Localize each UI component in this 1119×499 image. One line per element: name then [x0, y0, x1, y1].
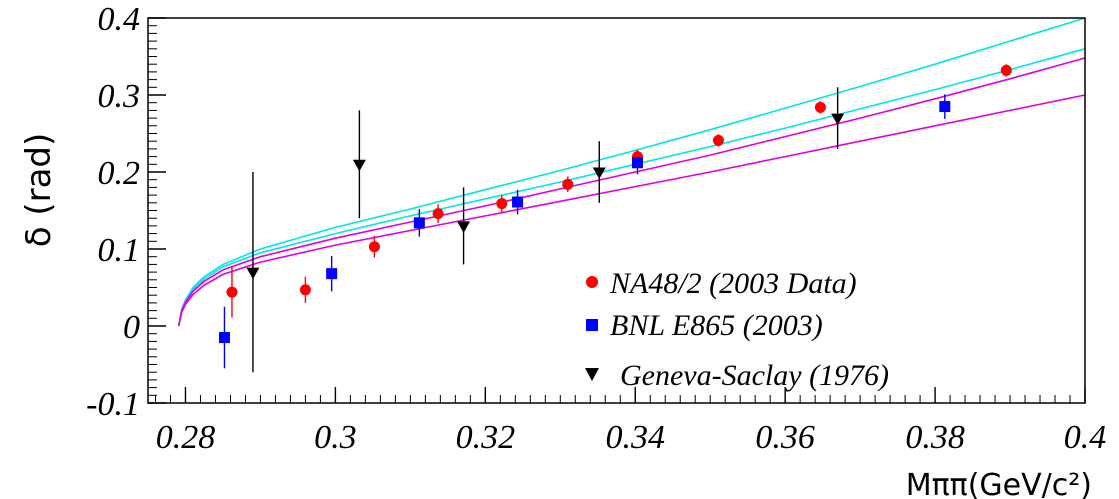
data-points: [218, 64, 1012, 344]
y-tick-label-2: 0.1: [98, 232, 141, 269]
plot-border: [147, 17, 1086, 404]
point-na48-8: [814, 101, 826, 113]
legend-marker-geneva: [585, 368, 599, 381]
legend: NA48/2 (2003 Data) BNL E865 (2003) Genev…: [585, 267, 889, 392]
point-bnl-3: [512, 196, 524, 208]
point-na48-7: [712, 134, 724, 146]
axis-ticks: [148, 17, 1086, 404]
point-geneva-4: [831, 113, 845, 126]
plot-frame: [147, 17, 1086, 404]
x-tick-label-5: 0.38: [905, 419, 965, 456]
legend-label-na48: NA48/2 (2003 Data): [609, 267, 857, 300]
point-bnl-2: [413, 217, 425, 229]
legend-label-bnl: BNL E865 (2003): [610, 309, 823, 342]
x-tick-label-2: 0.32: [456, 419, 516, 456]
y-tick-label-3: 0.2: [98, 155, 141, 192]
point-geneva-0: [246, 267, 260, 280]
point-na48-1: [299, 284, 311, 296]
point-geneva-2: [457, 221, 471, 233]
y-axis-title: δ (rad): [19, 133, 59, 248]
x-axis-title: Mππ(GeV/c²): [906, 468, 1092, 499]
x-tick-label-4: 0.36: [755, 419, 815, 456]
point-bnl-4: [631, 157, 643, 169]
model-curve-2: [177, 17, 1086, 327]
x-tick-label-6: 0.4: [1064, 419, 1107, 456]
point-geneva-1: [352, 159, 366, 172]
point-na48-9: [1000, 64, 1012, 76]
point-bnl-1: [326, 268, 338, 280]
y-tick-label-5: 0.4: [98, 1, 141, 38]
y-tick-label-4: 0.3: [98, 78, 141, 115]
point-na48-2: [368, 241, 380, 253]
model-curves: [177, 17, 1086, 327]
point-na48-5: [562, 178, 574, 190]
x-tick-label-3: 0.34: [605, 419, 665, 456]
point-bnl-5: [939, 101, 951, 113]
x-tick-label-1: 0.3: [314, 419, 357, 456]
legend-label-geneva: Geneva-Saclay (1976): [620, 359, 889, 392]
model-curve-3: [177, 94, 1086, 327]
point-na48-3: [432, 208, 444, 220]
point-na48-4: [496, 198, 508, 210]
model-curve-4: [177, 57, 1086, 327]
y-tick-label-0: -0.1: [86, 386, 140, 423]
tick-labels: 0.28 0.3 0.32 0.34 0.36 0.38 0.4 -0.1 0 0.1 0.2 0.3…: [86, 1, 1106, 456]
point-geneva-3: [592, 167, 606, 179]
point-bnl-0: [218, 332, 230, 344]
y-tick-label-1: 0: [123, 309, 140, 346]
legend-marker-bnl: [586, 319, 598, 331]
legend-marker-na48: [586, 276, 598, 288]
point-na48-0: [226, 286, 238, 298]
x-tick-label-0: 0.28: [156, 419, 216, 456]
